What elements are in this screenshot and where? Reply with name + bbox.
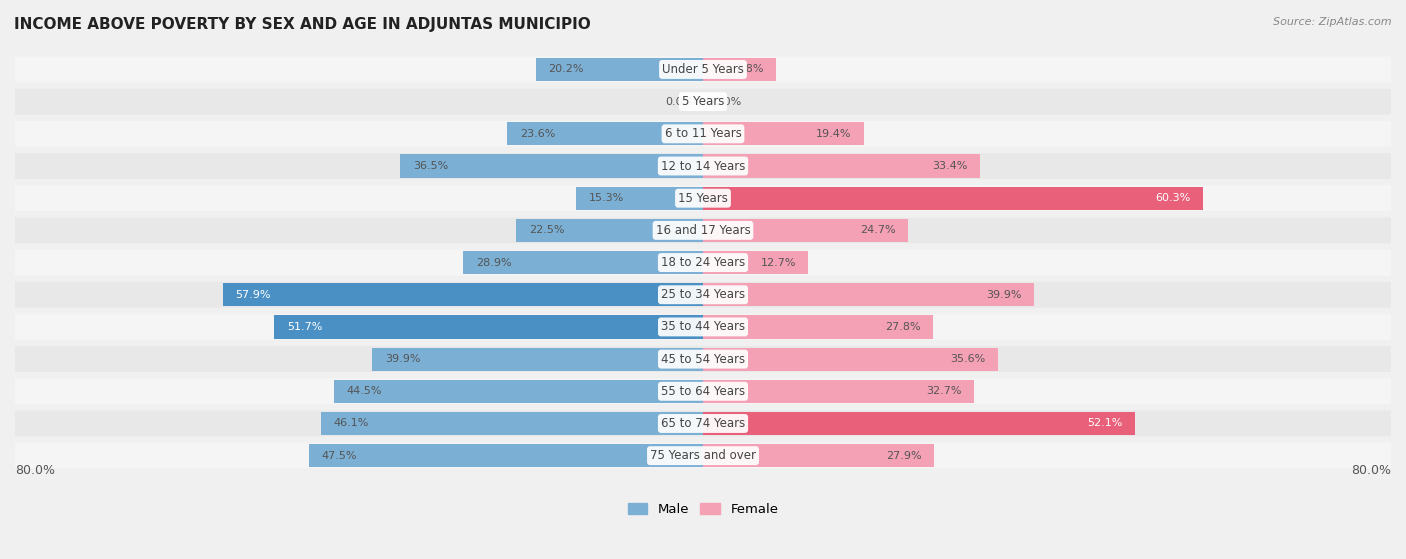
Text: 15.3%: 15.3% (589, 193, 624, 203)
Bar (321, 412, 703, 435)
Text: 32.7%: 32.7% (927, 386, 962, 396)
Bar (703, 187, 1204, 210)
FancyBboxPatch shape (15, 314, 1391, 340)
Bar (703, 380, 974, 403)
FancyBboxPatch shape (15, 217, 1391, 243)
FancyBboxPatch shape (15, 378, 1391, 404)
Bar (703, 283, 1033, 306)
Text: 19.4%: 19.4% (815, 129, 852, 139)
Text: 75 Years and over: 75 Years and over (650, 449, 756, 462)
Bar (576, 187, 703, 210)
Bar (401, 154, 703, 178)
Bar (703, 251, 808, 274)
Text: 46.1%: 46.1% (333, 419, 368, 429)
FancyBboxPatch shape (15, 153, 1391, 179)
Text: 52.1%: 52.1% (1087, 419, 1122, 429)
Text: 80.0%: 80.0% (15, 463, 55, 477)
Text: 24.7%: 24.7% (859, 225, 896, 235)
Bar (335, 380, 703, 403)
Bar (309, 444, 703, 467)
Text: Under 5 Years: Under 5 Years (662, 63, 744, 76)
Text: 12.7%: 12.7% (761, 258, 796, 268)
Text: 80.0%: 80.0% (1351, 463, 1391, 477)
FancyBboxPatch shape (15, 121, 1391, 146)
Text: 22.5%: 22.5% (529, 225, 564, 235)
FancyBboxPatch shape (15, 186, 1391, 211)
Text: 60.3%: 60.3% (1156, 193, 1191, 203)
Bar (464, 251, 703, 274)
Bar (703, 348, 998, 371)
FancyBboxPatch shape (15, 250, 1391, 276)
FancyBboxPatch shape (15, 89, 1391, 115)
Bar (703, 315, 934, 339)
Text: 55 to 64 Years: 55 to 64 Years (661, 385, 745, 398)
Bar (508, 122, 703, 145)
Bar (536, 58, 703, 81)
Bar (703, 412, 1135, 435)
Text: 45 to 54 Years: 45 to 54 Years (661, 353, 745, 366)
Text: 51.7%: 51.7% (287, 322, 322, 332)
FancyBboxPatch shape (15, 411, 1391, 437)
Text: 12 to 14 Years: 12 to 14 Years (661, 159, 745, 173)
Text: 35 to 44 Years: 35 to 44 Years (661, 320, 745, 333)
Bar (274, 315, 703, 339)
Legend: Male, Female: Male, Female (623, 498, 783, 522)
Bar (703, 444, 934, 467)
FancyBboxPatch shape (15, 282, 1391, 307)
Text: 15 Years: 15 Years (678, 192, 728, 205)
FancyBboxPatch shape (15, 346, 1391, 372)
Text: Source: ZipAtlas.com: Source: ZipAtlas.com (1274, 17, 1392, 27)
Text: 0.0%: 0.0% (665, 97, 693, 107)
Bar (373, 348, 703, 371)
Text: 47.5%: 47.5% (322, 451, 357, 461)
Bar (703, 219, 908, 242)
Bar (703, 58, 776, 81)
Text: 44.5%: 44.5% (346, 386, 382, 396)
Text: 39.9%: 39.9% (986, 290, 1021, 300)
Text: 27.9%: 27.9% (886, 451, 922, 461)
Bar (703, 122, 863, 145)
Bar (516, 219, 703, 242)
Text: 6 to 11 Years: 6 to 11 Years (665, 127, 741, 140)
Text: 23.6%: 23.6% (520, 129, 555, 139)
Text: 20.2%: 20.2% (548, 64, 583, 74)
Text: 16 and 17 Years: 16 and 17 Years (655, 224, 751, 237)
Text: 8.8%: 8.8% (735, 64, 763, 74)
Text: 25 to 34 Years: 25 to 34 Years (661, 288, 745, 301)
Text: 28.9%: 28.9% (475, 258, 512, 268)
Text: 35.6%: 35.6% (950, 354, 986, 364)
FancyBboxPatch shape (15, 56, 1391, 82)
Text: 27.8%: 27.8% (886, 322, 921, 332)
Text: 65 to 74 Years: 65 to 74 Years (661, 417, 745, 430)
Text: 39.9%: 39.9% (385, 354, 420, 364)
Text: 57.9%: 57.9% (235, 290, 271, 300)
FancyBboxPatch shape (15, 443, 1391, 468)
Text: 5 Years: 5 Years (682, 95, 724, 108)
Text: 0.0%: 0.0% (713, 97, 741, 107)
Bar (224, 283, 703, 306)
Bar (703, 154, 980, 178)
Text: 33.4%: 33.4% (932, 161, 967, 171)
Text: 36.5%: 36.5% (413, 161, 449, 171)
Text: INCOME ABOVE POVERTY BY SEX AND AGE IN ADJUNTAS MUNICIPIO: INCOME ABOVE POVERTY BY SEX AND AGE IN A… (14, 17, 591, 32)
Text: 18 to 24 Years: 18 to 24 Years (661, 256, 745, 269)
